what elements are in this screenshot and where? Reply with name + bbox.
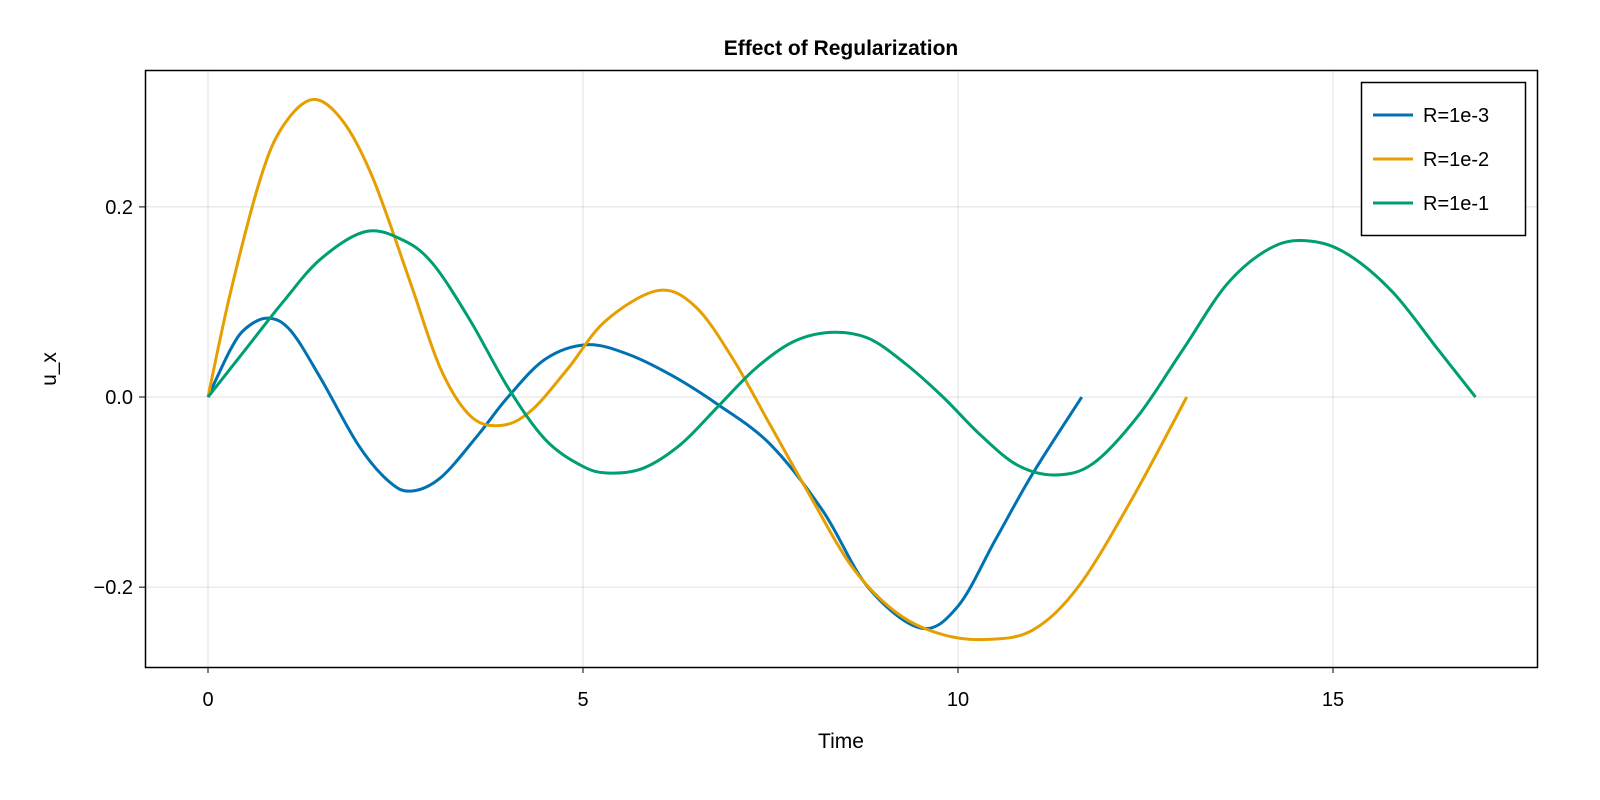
series-line-R=1e-1 — [206, 229, 1477, 477]
x-tick-label: 0 — [202, 689, 213, 711]
legend-label: R=1e-1 — [1423, 193, 1489, 215]
ticks: 0 5 10 15 −0.2 0.0 0.2 — [94, 197, 1345, 711]
grid — [145, 70, 1537, 667]
chart-title: Effect of Regularization — [724, 37, 959, 60]
series-line-R=1e-3 — [206, 316, 1084, 631]
legend-label: R=1e-2 — [1423, 149, 1489, 171]
series-group — [206, 97, 1477, 642]
y-tick-label: 0.2 — [105, 197, 133, 219]
x-tick-label: 15 — [1322, 689, 1344, 711]
x-tick-label: 5 — [577, 689, 588, 711]
y-tick-label: 0.0 — [105, 387, 133, 409]
legend-label: R=1e-3 — [1423, 105, 1489, 127]
y-tick-label: −0.2 — [94, 577, 133, 599]
series-line-R=1e-2 — [206, 97, 1189, 642]
x-tick-label: 10 — [947, 689, 969, 711]
plot-frame — [144, 69, 1539, 669]
legend: R=1e-3 R=1e-2 R=1e-1 — [1360, 81, 1527, 237]
x-axis-label: Time — [818, 730, 864, 753]
y-axis-label: u_x — [38, 352, 61, 386]
